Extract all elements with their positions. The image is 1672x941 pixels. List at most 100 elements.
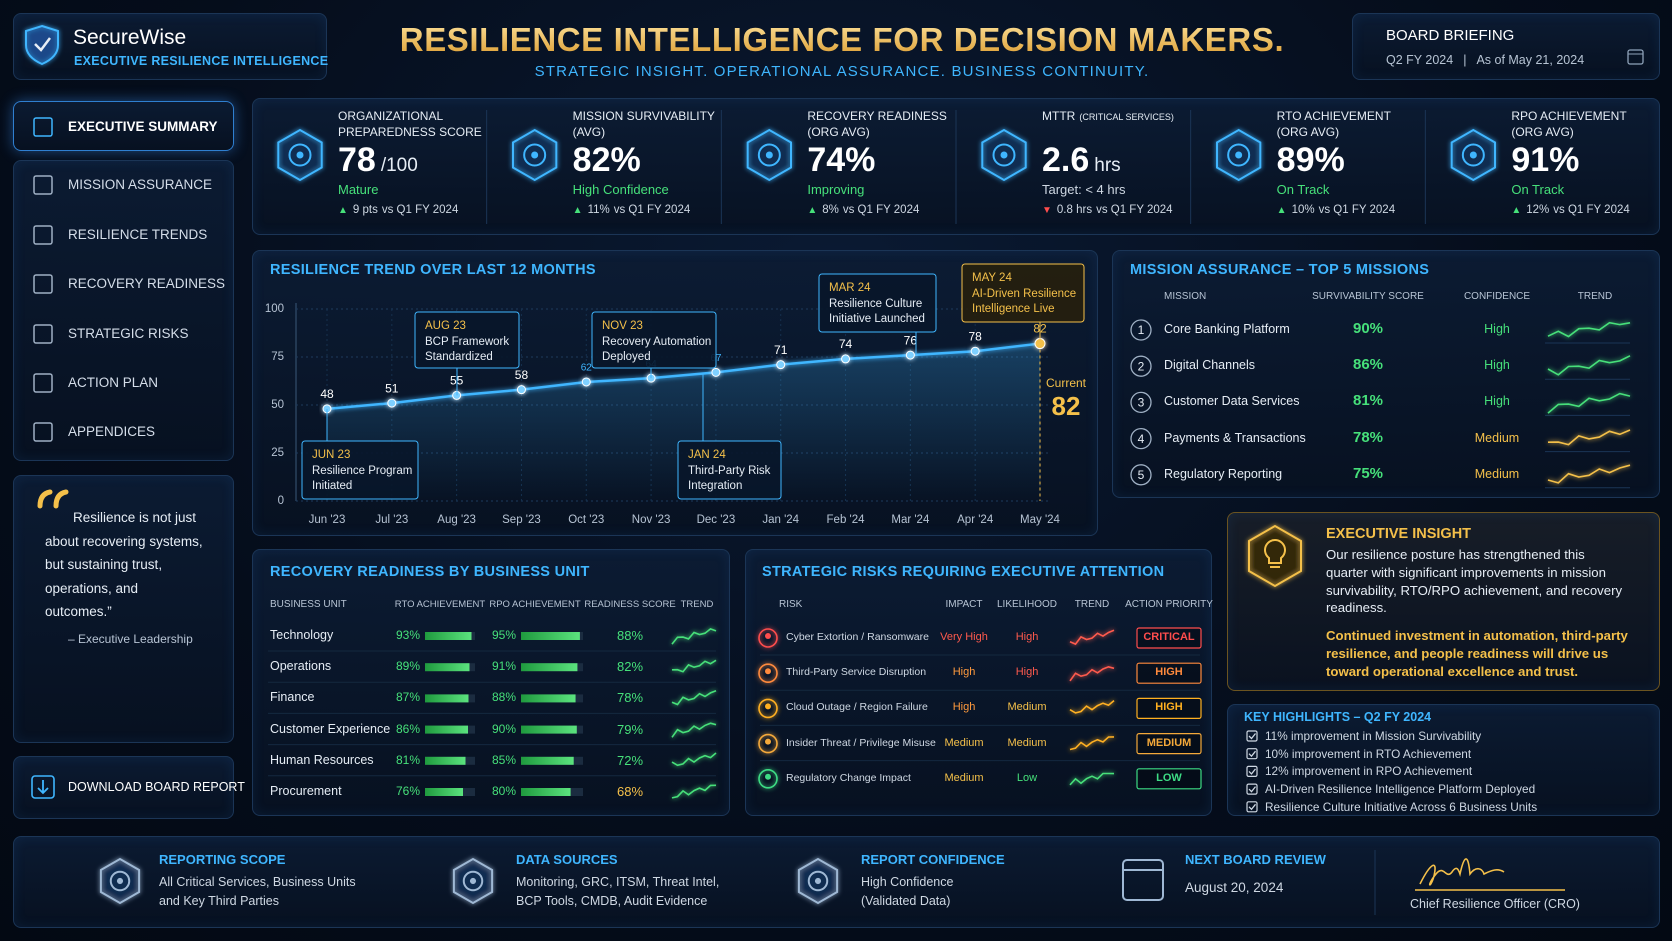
sparkline [1069,665,1115,682]
check-icon [1248,786,1257,793]
icon [469,877,477,885]
rto-label: 81% [396,752,421,767]
rpo-label: 88% [492,690,517,705]
mission-score: 90% [1352,320,1384,337]
nav-item[interactable]: APPENDICES [68,424,156,439]
readiness-score: 68% [616,784,644,799]
download-button[interactable] [13,756,234,819]
column-header: RTO ACHIEVEMENT [394,599,486,610]
nav-item[interactable]: RECOVERY READINESS [68,276,226,291]
column-header: ACTION PRIORITY [1125,599,1213,610]
risk-priority: HIGH [1155,701,1183,714]
mission-confidence: Medium [1474,466,1520,481]
rpo-bar [521,694,576,703]
brand-box [13,13,327,80]
rpo-bar [521,725,577,734]
nav-icon [33,274,53,294]
readiness-score: 72% [616,752,644,768]
rto-label: 86% [396,721,421,736]
period: Q2 FY 2024 [1386,53,1454,67]
priority-box [1136,697,1202,720]
check-icon [1248,768,1257,775]
data-label: 76 [904,333,918,347]
nav-item[interactable]: STRATEGIC RISKS [68,326,189,341]
kpi-delta-row: ▲ 9 pts vs Q1 FY 2024 [338,204,482,218]
kpi-status: On Track [1511,182,1565,197]
data-label: 78 [969,329,983,343]
sparkline [671,689,717,706]
point [711,367,721,377]
annotation-date: JAN 24 [688,449,726,461]
rank: 1 [1138,323,1145,337]
annotation-date: MAR 24 [829,282,871,294]
icon [116,877,124,885]
annotation-text: AI-Driven Resilience [972,288,1076,300]
footer-panel [13,836,1660,928]
kpi-unit: /100 [380,155,418,176]
risk-impact: Very High [940,631,988,643]
nav-item[interactable]: EXECUTIVE SUMMARY [68,119,218,134]
column-header: SURVIVABILITY SCORE [1312,291,1424,302]
icon [523,143,547,167]
icon [288,143,312,167]
x-tick-label: May '24 [1020,514,1061,526]
current-label: Current [1046,376,1087,390]
current-value: 82 [1052,391,1081,421]
annotation-box [818,273,937,333]
icon [531,151,539,159]
download-label: DOWNLOAD BOARD REPORT [68,780,245,794]
rto-bar [425,694,469,703]
highlight-item: 11% improvement in Mission Survivability [1265,729,1482,743]
nav-item[interactable]: RESILIENCE TRENDS [68,227,208,242]
nav-item[interactable]: MISSION ASSURANCE [68,177,213,192]
nav-active[interactable] [13,101,234,151]
rto-bar [425,725,468,734]
icon [1461,143,1485,167]
kpi-status: Target: < 4 hrs [1042,182,1126,197]
sparkline [671,722,717,738]
annotation-date: AUG 23 [425,320,466,332]
icon [1469,151,1477,159]
kpi-arrow: ▲ [572,204,583,216]
x-tick-label: Mar '24 [891,514,930,526]
kpi-card: RPO ACHIEVEMENT (ORG AVG) 91% On Track ▲ 12% v… [1511,108,1629,217]
kpi-label-line: (ORG AVG) [1511,125,1574,139]
logo [34,37,51,52]
sparkline [1069,699,1115,714]
rank-circle [1130,391,1152,414]
kpi-label: RTO ACHIEVEMENT (ORG AVG) [1277,108,1395,140]
sparkline [1547,392,1631,414]
unit-name: Finance [270,690,315,705]
check-icon [1248,733,1257,740]
risk-likelihood: Medium [1007,736,1047,749]
nav-item[interactable]: ACTION PLAN [68,375,159,390]
kpi-delta: 10% [1291,203,1315,216]
column-header: LIKELIHOOD [996,599,1058,610]
priority-box [1136,768,1202,790]
check-icon [1246,783,1258,795]
rto-label: 76% [396,784,421,798]
annotation-date: MAY 24 [972,272,1012,284]
risk-likelihood: Medium [1007,701,1047,714]
risk-name: Cyber Extortion / Ransomware [786,631,929,643]
footer-title: REPORT CONFIDENCE [861,852,1005,867]
subtitle: STRATEGIC INSIGHT. OPERATIONAL ASSURANCE… [534,63,1150,80]
unit-name: Customer Experience [270,721,391,736]
rto-label: 93% [396,628,421,642]
rto-bar [425,788,463,796]
panel-title: STRATEGIC RISKS REQUIRING EXECUTIVE ATTE… [762,564,1165,580]
rpo-label: 91% [492,659,517,674]
mission-name: Customer Data Services [1164,394,1300,409]
column-header: TREND [680,599,714,610]
data-label: 74 [839,337,853,351]
trend-line [326,342,1041,411]
kpi-label: RPO ACHIEVEMENT (ORG AVG) [1511,108,1629,140]
rank: 2 [1138,359,1145,373]
nav-icon [33,175,53,195]
kpi-label-line: PREPAREDNESS SCORE [338,125,482,139]
sparkline [1547,321,1631,338]
sparkline [1547,429,1631,446]
insight-title: EXECUTIVE INSIGHT [1326,526,1472,542]
column-header: IMPACT [945,599,983,610]
insight-icon [1248,524,1302,588]
